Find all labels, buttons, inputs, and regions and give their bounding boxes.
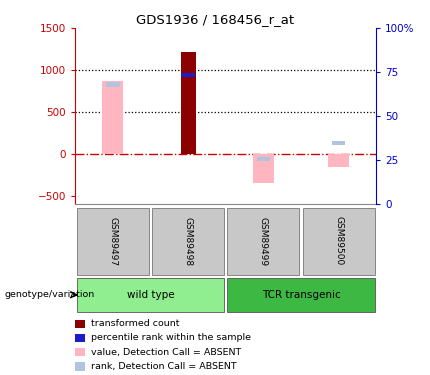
Bar bbox=[181, 53, 196, 154]
Bar bbox=[257, 157, 270, 161]
Text: GSM89500: GSM89500 bbox=[334, 216, 343, 266]
Text: rank, Detection Call = ABSENT: rank, Detection Call = ABSENT bbox=[91, 362, 237, 371]
Text: genotype/variation: genotype/variation bbox=[4, 290, 95, 299]
Bar bbox=[102, 81, 123, 154]
Bar bbox=[332, 141, 345, 146]
Text: GSM89499: GSM89499 bbox=[259, 217, 268, 266]
Bar bbox=[253, 154, 274, 183]
Bar bbox=[328, 154, 349, 166]
Text: value, Detection Call = ABSENT: value, Detection Call = ABSENT bbox=[91, 348, 241, 357]
Text: percentile rank within the sample: percentile rank within the sample bbox=[91, 333, 251, 342]
Text: GDS1936 / 168456_r_at: GDS1936 / 168456_r_at bbox=[136, 13, 294, 26]
Text: GSM89497: GSM89497 bbox=[108, 217, 117, 266]
Text: TCR transgenic: TCR transgenic bbox=[261, 290, 341, 300]
Text: GSM89498: GSM89498 bbox=[184, 217, 193, 266]
Text: transformed count: transformed count bbox=[91, 319, 180, 328]
Bar bbox=[181, 73, 195, 77]
Text: wild type: wild type bbox=[127, 290, 174, 300]
Bar bbox=[106, 82, 120, 87]
